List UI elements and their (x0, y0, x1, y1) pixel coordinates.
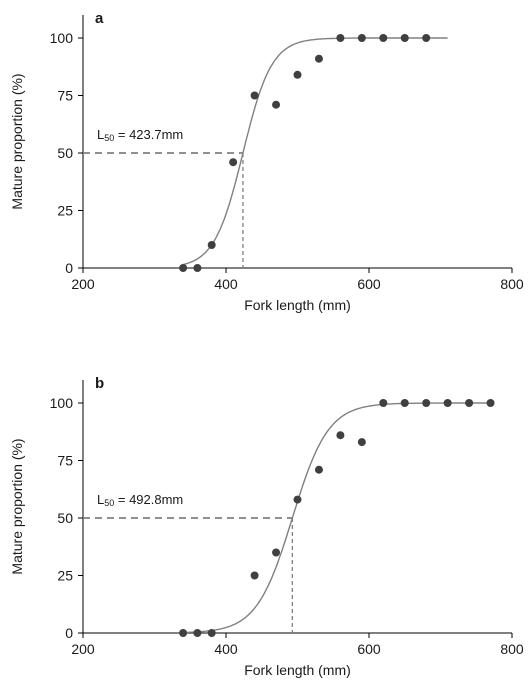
x-axis-title: Fork length (mm) (244, 662, 351, 678)
x-tick-label: 800 (500, 276, 524, 292)
l50-prefix: L (97, 492, 104, 507)
y-tick-label: 25 (57, 568, 73, 584)
x-tick-label: 400 (214, 641, 238, 657)
data-point (250, 91, 259, 100)
l50-value: = 423.7mm (114, 127, 183, 142)
data-point (422, 34, 431, 42)
data-point (400, 399, 409, 407)
data-point (179, 629, 188, 637)
data-point (357, 438, 366, 447)
data-point (179, 264, 188, 272)
data-point (293, 495, 302, 504)
y-tick-label: 100 (50, 30, 74, 46)
l50-annotation: L50 = 423.7mm (97, 127, 183, 143)
logistic-fit-curve (183, 402, 494, 634)
chart-panel-b: 0 25 50 75 100 200 400 600 800 Fork length (mm) Ma… (9, 375, 524, 678)
logistic-fit-curve (182, 37, 448, 266)
data-point (272, 100, 281, 109)
y-tick-label: 75 (57, 453, 73, 469)
data-point (314, 54, 323, 63)
data-point (465, 399, 474, 407)
data-point (207, 241, 216, 249)
data-point (379, 399, 388, 407)
data-point (207, 629, 216, 637)
data-point (336, 34, 345, 42)
data-point (336, 431, 345, 440)
x-tick-label: 200 (71, 641, 95, 657)
data-point (379, 34, 388, 42)
x-tick-label: 600 (357, 276, 381, 292)
data-point (357, 34, 366, 42)
panel-label: a (95, 10, 104, 27)
y-tick-label: 25 (57, 203, 73, 219)
l50-value: = 492.8mm (114, 492, 183, 507)
y-tick-label: 50 (57, 510, 73, 526)
chart-panel-a: 0 25 50 75 100 200 400 600 800 Fork length (mm) Ma… (9, 10, 524, 313)
y-axis-title: Mature proportion (%) (9, 438, 25, 574)
x-tick-label: 800 (500, 641, 524, 657)
x-tick-label: 200 (71, 276, 95, 292)
data-point (250, 571, 259, 580)
y-tick-label: 0 (65, 625, 73, 641)
data-point (422, 399, 431, 407)
data-point (400, 34, 409, 42)
l50-prefix: L (97, 127, 104, 142)
x-axis-title: Fork length (mm) (244, 297, 351, 313)
y-tick-label: 50 (57, 145, 73, 161)
data-point (193, 629, 202, 637)
data-point (272, 548, 281, 557)
y-tick-label: 100 (50, 395, 74, 411)
data-point (486, 399, 495, 407)
x-tick-label: 600 (357, 641, 381, 657)
x-tick-label: 400 (214, 276, 238, 292)
panel-label: b (95, 375, 104, 392)
y-tick-label: 75 (57, 88, 73, 104)
data-point (229, 158, 238, 167)
data-point (314, 465, 323, 474)
l50-annotation: L50 = 492.8mm (97, 492, 183, 508)
l50-subscript: 50 (104, 133, 114, 143)
data-point (293, 70, 302, 79)
l50-subscript: 50 (104, 498, 114, 508)
y-tick-label: 0 (65, 260, 73, 276)
data-point (193, 264, 202, 272)
y-axis-title: Mature proportion (%) (9, 73, 25, 209)
data-point (443, 399, 452, 407)
